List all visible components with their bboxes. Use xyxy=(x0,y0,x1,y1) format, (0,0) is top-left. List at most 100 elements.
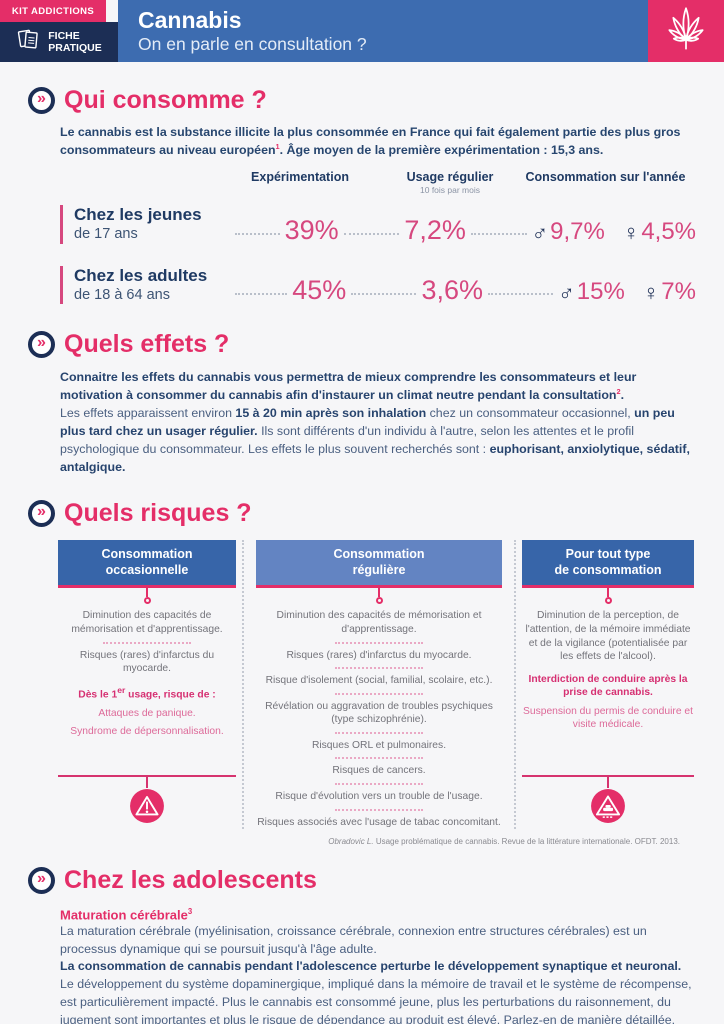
row-label-jeunes: Chez les jeunes de 17 ans xyxy=(60,205,230,244)
effets-paragraph: Les effets apparaissent environ 15 à 20 … xyxy=(60,406,690,475)
ado-paragraph-1: La maturation cérébrale (myélinisation, … xyxy=(60,923,647,956)
kit-addictions-badge: KIT ADDICTIONS xyxy=(0,0,106,22)
risk-item: Diminution de la perception, de l'attent… xyxy=(525,610,691,663)
risk-columns: Consommation occasionnelle Diminution de… xyxy=(58,540,694,830)
female-icon: ♀ xyxy=(642,280,660,306)
consumption-stats-table: Expérimentation Usage régulier 10 fois pa… xyxy=(60,170,696,306)
column-divider xyxy=(242,540,244,830)
section-title-qui-consomme: Qui consomme ? xyxy=(64,86,267,114)
female-icon: ♀ xyxy=(622,219,640,245)
section-title-adolescents: Chez les adolescents xyxy=(64,866,317,895)
dotted-separator xyxy=(103,641,191,644)
risk-item: Risque d'évolution vers un trouble de l'… xyxy=(275,791,483,803)
ado-paragraph-2: Le développement du système dopaminergiq… xyxy=(60,977,692,1024)
dotted-separator xyxy=(335,808,423,811)
dotted-separator xyxy=(335,731,423,734)
subheading-maturation: Maturation cérébrale3 xyxy=(60,907,193,923)
risk-item-warning-title: Interdiction de conduire après la prise … xyxy=(528,673,688,699)
ado-paragraph-bold: La consommation de cannabis pendant l'ad… xyxy=(60,959,682,974)
row-label-adultes: Chez les adultes de 18 à 64 ans xyxy=(60,265,230,305)
intro-paragraph: Le cannabis est la substance illicite la… xyxy=(60,125,681,158)
footnote-ref-1: 1 xyxy=(275,141,280,151)
dotted-leader xyxy=(351,293,417,296)
risk-column-tout-type: Pour tout type de consommation Diminutio… xyxy=(522,540,694,829)
header: KIT ADDICTIONS FICHE PRATIQ xyxy=(0,0,724,62)
dotted-separator xyxy=(335,667,423,670)
risk-item: Risques de cancers. xyxy=(332,765,426,777)
usage-note: 10 fois par mois xyxy=(420,185,480,196)
stat-male-jeunes: 9,7% xyxy=(550,217,605,245)
risk-item: Risques (rares) d'infarctus du myocarde. xyxy=(286,649,472,661)
section-title-quels-effets: Quels effets ? xyxy=(64,330,230,359)
stat-annee-adultes: ♂ 15% ♀ 7% xyxy=(558,280,696,304)
risk-header-tout-type: Pour tout type de consommation xyxy=(522,540,694,589)
dotted-leader xyxy=(470,232,527,235)
stats-row-adultes: Chez les adultes de 18 à 64 ans 45% 3,6%… xyxy=(60,265,696,306)
page-subtitle: On en parle en consultation ? xyxy=(138,33,367,54)
risk-item: Révélation ou aggravation de troubles ps… xyxy=(265,700,493,726)
dotted-leader xyxy=(343,232,400,235)
documents-icon xyxy=(16,26,42,58)
footnote-ref-2: 2 xyxy=(616,387,621,397)
section-qui-consomme: » Qui consomme ? Le cannabis est la subs… xyxy=(0,86,724,306)
risk-column-occasionnelle: Consommation occasionnelle Diminution de… xyxy=(58,540,236,829)
dotted-leader xyxy=(235,232,280,235)
double-chevron-icon: » xyxy=(28,500,55,528)
risk-header-reguliere: Consommation régulière xyxy=(256,540,502,589)
dotted-separator xyxy=(335,783,423,786)
risk-item: Diminution des capacités de mémorisation… xyxy=(71,610,223,635)
risk-item: Diminution des capacités de mémorisation… xyxy=(276,610,482,635)
driving-ban-icon xyxy=(590,788,626,829)
pin-connector xyxy=(58,588,236,605)
section-quels-risques: » Quels risques ? Consommation occasionn… xyxy=(0,499,724,846)
double-chevron-icon: » xyxy=(28,87,55,114)
effets-paragraph-bold: Connaitre les effets du cannabis vous pe… xyxy=(60,370,637,403)
male-icon: ♂ xyxy=(558,280,575,306)
footnote-ref-3: 3 xyxy=(187,907,193,917)
stat-annee-jeunes: ♂ 9,7% ♀ 4,5% xyxy=(531,217,697,245)
citation: Obradovic L. Usage problématique de cann… xyxy=(328,837,680,847)
risk-item-warning-title: Dès le 1er usage, risque de : xyxy=(78,684,216,701)
col-header-consommation-annee: Consommation sur l'année xyxy=(525,170,686,185)
page-title: Cannabis xyxy=(138,7,242,34)
stat-male-adultes: 15% xyxy=(576,278,625,306)
risk-bottom-occasionnelle xyxy=(58,775,236,829)
dotted-leader xyxy=(488,293,554,296)
pin-connector xyxy=(256,588,502,605)
header-left-block: KIT ADDICTIONS FICHE PRATIQ xyxy=(0,0,118,62)
col-header-usage-regulier: Usage régulier 10 fois par mois xyxy=(385,170,515,195)
risk-item: Risques (rares) d'infarctus du myocarde. xyxy=(79,649,215,675)
stat-female-jeunes: 4,5% xyxy=(641,217,697,245)
stat-usage-jeunes: 7,2% xyxy=(404,214,466,245)
stats-header-row: Expérimentation Usage régulier 10 fois pa… xyxy=(60,170,696,195)
dotted-separator xyxy=(335,692,423,695)
risk-item: Risques associés avec l'usage de tabac c… xyxy=(257,816,501,828)
risk-column-reguliere: Consommation régulière Diminution des ca… xyxy=(256,540,502,829)
section-title-quels-risques: Quels risques ? xyxy=(64,499,252,528)
col-header-experimentation: Expérimentation xyxy=(251,170,349,185)
dotted-leader xyxy=(235,293,288,296)
risk-item: Risque d'isolement (social, familial, sc… xyxy=(265,675,493,687)
risk-header-occasionnelle: Consommation occasionnelle xyxy=(58,540,236,589)
stat-experimentation-adultes: 45% xyxy=(292,275,347,306)
stat-usage-adultes: 3,6% xyxy=(421,275,484,306)
stat-female-adultes: 7% xyxy=(661,278,696,306)
dotted-separator xyxy=(335,757,423,760)
risk-item-pink: Suspension du permis de conduire et visi… xyxy=(522,705,693,731)
fiche-pratique-label: FICHE PRATIQUE xyxy=(48,29,102,54)
stats-row-jeunes: Chez les jeunes de 17 ans 39% 7,2% ♂ 9,7%… xyxy=(60,205,696,244)
risk-item-pink: Syndrome de dépersonnalisation. xyxy=(70,726,224,738)
male-icon: ♂ xyxy=(531,219,549,245)
dotted-separator xyxy=(335,641,423,644)
risk-item: Risques ORL et pulmonaires. xyxy=(311,739,447,751)
risk-item-pink: Attaques de panique. xyxy=(98,707,196,719)
section-adolescents: » Chez les adolescents Maturation cérébr… xyxy=(0,866,724,1024)
double-chevron-icon: » xyxy=(28,331,55,359)
cannabis-leaf-icon xyxy=(648,0,724,62)
fiche-pratique-badge: FICHE PRATIQUE xyxy=(0,22,118,62)
stat-experimentation-jeunes: 39% xyxy=(284,214,339,245)
warning-triangle-icon xyxy=(129,788,165,829)
pin-connector xyxy=(522,588,694,605)
section-quels-effets: » Quels effets ? Connaitre les effets du… xyxy=(0,330,724,477)
header-title-band: Cannabis On en parle en consultation ? xyxy=(118,0,648,62)
